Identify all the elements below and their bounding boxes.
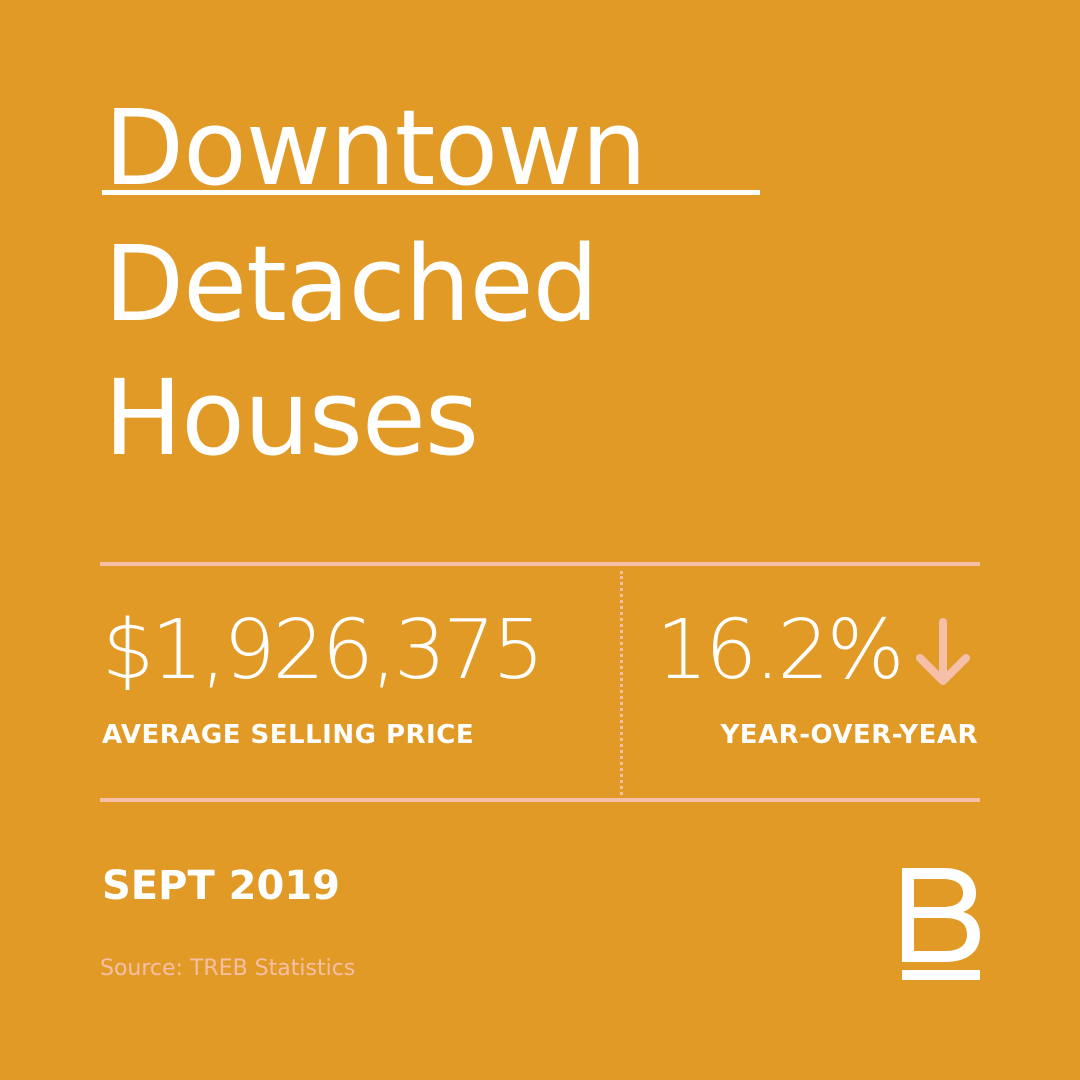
- top-divider-rule: [100, 562, 980, 566]
- brand-b-logo-icon: [902, 868, 980, 980]
- title-line-houses: Houses: [104, 357, 479, 479]
- bottom-divider-rule: [100, 798, 980, 802]
- average-price-label: AVERAGE SELLING PRICE: [102, 720, 475, 750]
- title-underline: [102, 190, 760, 195]
- arrow-down-icon: [916, 618, 970, 685]
- source-note: Source: TREB Statistics: [100, 956, 356, 981]
- title-line-downtown: Downtown: [104, 87, 647, 209]
- report-date: SEPT 2019: [102, 863, 340, 909]
- average-price-value: $1,926,375: [102, 603, 544, 698]
- title-line-detached: Detached: [104, 223, 599, 345]
- yoy-change-value: 16.2%: [656, 603, 904, 698]
- stats-dotted-divider: [620, 571, 623, 795]
- yoy-change-label: YEAR-OVER-YEAR: [720, 720, 978, 750]
